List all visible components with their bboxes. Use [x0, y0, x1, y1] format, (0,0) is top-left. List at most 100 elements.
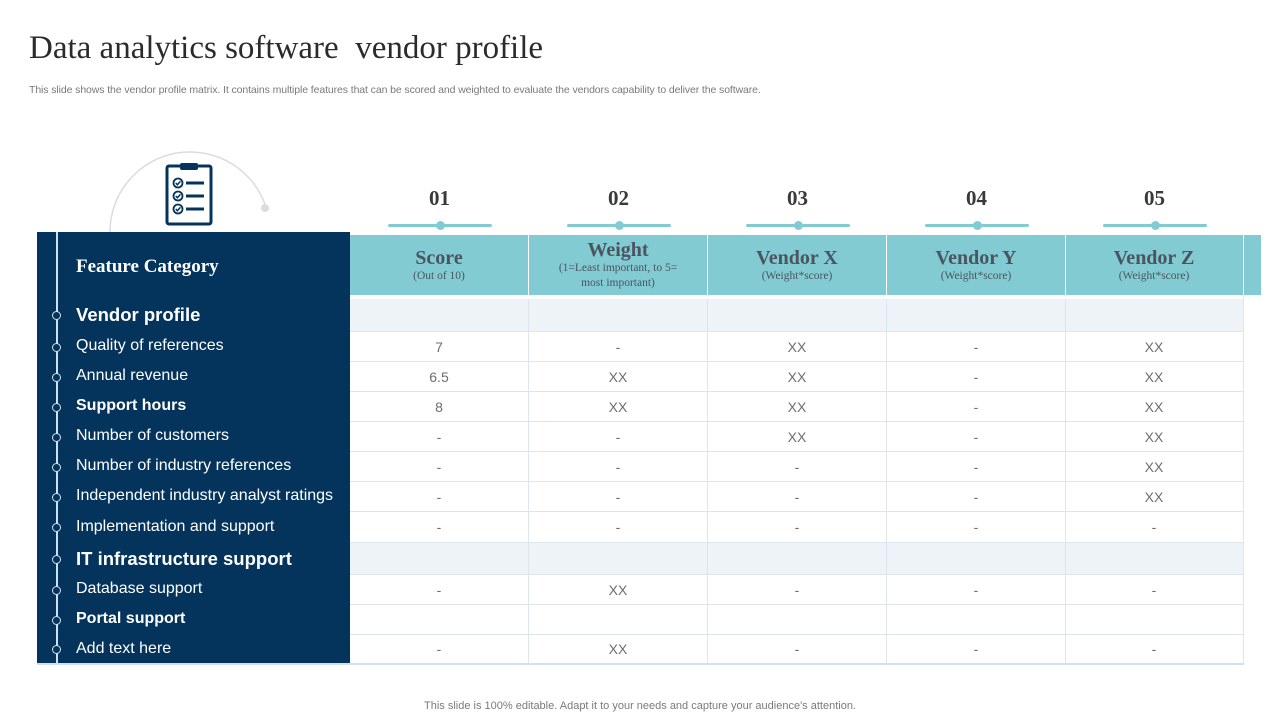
table-cell: - — [350, 452, 529, 481]
table-cell — [708, 299, 887, 331]
table-cell: - — [529, 422, 708, 451]
column-number-text: 04 — [966, 186, 987, 210]
column-header-title: Vendor X — [756, 246, 838, 269]
feature-label: Add text here — [76, 639, 172, 657]
table-cell: 8 — [350, 392, 529, 421]
table-cell: - — [887, 512, 1066, 542]
table-cell — [887, 543, 1066, 574]
table-cell: - — [350, 512, 529, 542]
table-cell: - — [887, 575, 1066, 604]
table-cell — [708, 543, 887, 574]
column-number-3: 03 — [708, 186, 887, 211]
table-row — [350, 543, 1244, 575]
feature-label: Annual revenue — [76, 367, 189, 384]
column-header-4: Vendor Y (Weight*score) — [887, 235, 1066, 295]
table-cell: - — [350, 635, 529, 663]
table-cell: 7 — [350, 332, 529, 361]
feature-label: Support hours — [76, 397, 187, 414]
column-marker-dot — [615, 221, 624, 230]
feature-label: Number of industry references — [76, 457, 292, 474]
table-cell: - — [708, 512, 887, 542]
table-cell: - — [708, 482, 887, 511]
column-number-text: 01 — [429, 186, 450, 210]
table-row: - - XX - XX — [350, 422, 1244, 452]
column-marker-dot — [794, 221, 803, 230]
table-cell: XX — [708, 362, 887, 391]
column-number-5: 05 — [1065, 186, 1244, 211]
table-cell: - — [350, 575, 529, 604]
timeline-dot — [52, 342, 61, 352]
feature-label: Independent industry analyst ratings — [76, 487, 334, 504]
column-header-subtitle: (1=Least important, to 5= most important… — [558, 262, 678, 289]
timeline-line — [56, 232, 58, 664]
table-cell: 6.5 — [350, 362, 529, 391]
column-header-2: Weight (1=Least important, to 5= most imp… — [529, 235, 708, 295]
page-title: Data analytics software vendor profile — [29, 30, 544, 66]
table-cell: - — [708, 575, 887, 604]
grid-frame — [350, 295, 1244, 665]
table-cell: - — [887, 362, 1066, 391]
feature-label: Vendor profile — [76, 304, 201, 325]
timeline-dot — [52, 554, 61, 564]
timeline-dot — [52, 432, 61, 442]
table-cell: - — [529, 512, 708, 542]
table-cell: - — [529, 452, 708, 481]
timeline-dot — [52, 585, 61, 595]
feature-label: Number of customers — [76, 427, 229, 444]
feature-category-header: Feature Category — [76, 256, 219, 277]
table-cell: XX — [529, 392, 708, 421]
table-row — [350, 299, 1244, 332]
timeline-dot — [52, 311, 61, 320]
column-header-1: Score (Out of 10) — [350, 235, 529, 295]
column-header-title: Score — [415, 246, 463, 269]
timeline-dot — [52, 402, 61, 412]
column-number-2: 02 — [529, 186, 708, 211]
page-subtitle: This slide shows the vendor profile matr… — [29, 84, 761, 96]
feature-category-panel: Feature Category Vendor profile Quality o… — [37, 232, 350, 664]
table-cell: - — [887, 635, 1066, 663]
column-header-3: Vendor X (Weight*score) — [708, 235, 887, 295]
table-cell: XX — [529, 635, 708, 663]
table-cell — [708, 605, 887, 634]
column-header-subtitle: (Weight*score) — [940, 269, 1012, 282]
column-header-subtitle: (Weight*score) — [1118, 269, 1190, 282]
table-cell — [350, 299, 529, 331]
table-cell: XX — [529, 575, 708, 604]
table-cell — [529, 299, 708, 331]
table-cell: - — [350, 482, 529, 511]
column-number-4: 04 — [887, 186, 1066, 211]
timeline-dot — [52, 462, 61, 472]
timeline-dot — [52, 615, 61, 625]
timeline-dot — [52, 492, 61, 502]
feature-label: Portal support — [76, 610, 186, 627]
column-header-title: Vendor Y — [935, 246, 1017, 269]
table-cell: - — [887, 392, 1066, 421]
column-header-subtitle: (Weight*score) — [761, 269, 833, 282]
timeline-dot — [52, 645, 61, 654]
column-marker-dot — [973, 221, 982, 230]
footer-note: This slide is 100% editable. Adapt it to… — [424, 700, 856, 712]
table-cell — [529, 605, 708, 634]
timeline-dot — [52, 372, 61, 382]
column-header-title: Vendor Z — [1113, 246, 1195, 269]
feature-label: Implementation and support — [76, 517, 275, 535]
table-cell: - — [350, 422, 529, 451]
table-cell — [529, 543, 708, 574]
table-cell: - — [708, 635, 887, 663]
table-cell — [887, 299, 1066, 331]
table-cell: - — [887, 482, 1066, 511]
column-number-text: 02 — [608, 186, 629, 210]
column-number-text: 05 — [1144, 186, 1165, 210]
clipboard-checklist-icon — [109, 151, 269, 234]
table-row: - - - - XX — [350, 482, 1244, 512]
column-header-title: Weight — [587, 239, 649, 261]
table-cell — [887, 605, 1066, 634]
column-number-text: 03 — [787, 186, 808, 210]
column-header-subtitle: (Out of 10) — [413, 269, 465, 282]
table-cell: - — [529, 482, 708, 511]
table-cell: - — [887, 452, 1066, 481]
timeline-dot — [52, 523, 61, 532]
table-cell: XX — [529, 362, 708, 391]
column-marker-dot — [436, 221, 445, 230]
table-cell: XX — [708, 332, 887, 361]
